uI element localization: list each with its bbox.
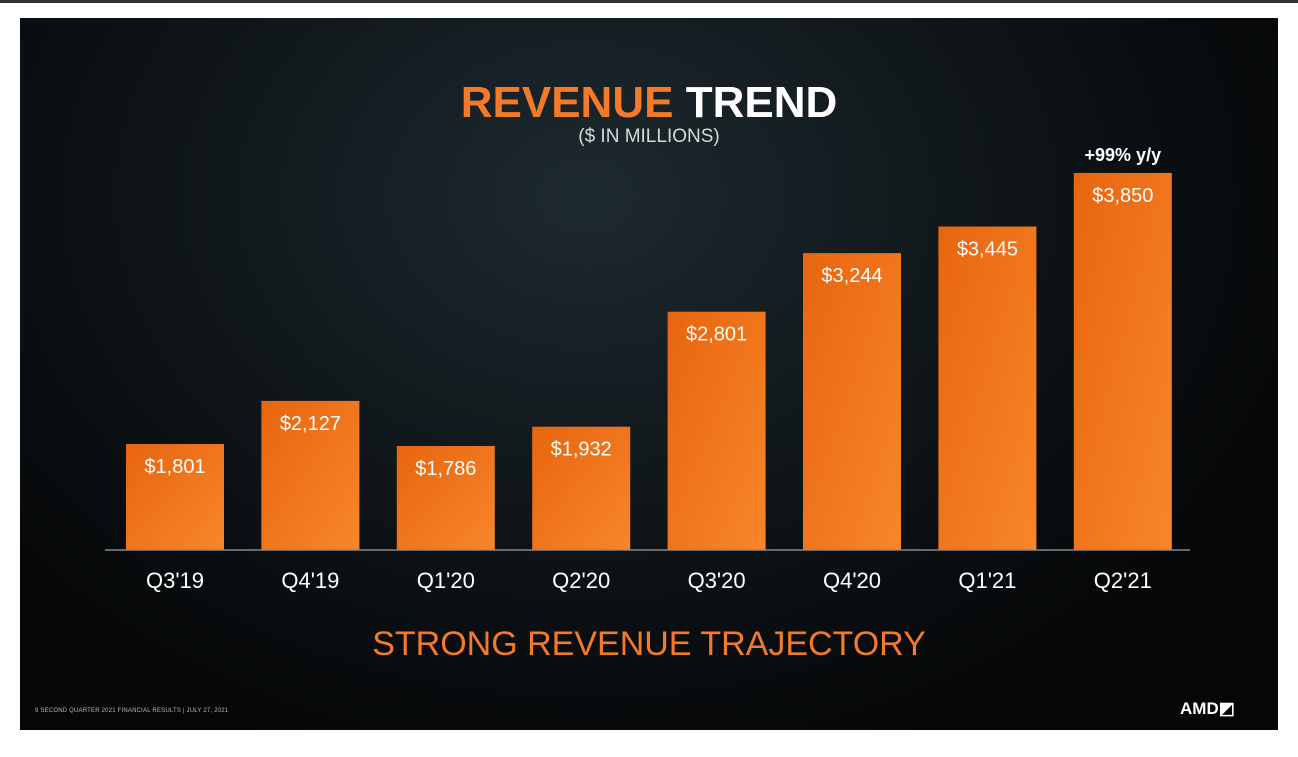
value-label: $3,244 (821, 265, 882, 287)
title-orange: REVENUE (460, 78, 674, 127)
bar-6 (938, 226, 1037, 551)
top-border (0, 0, 1298, 3)
x-tick-label: Q3'20 (688, 568, 746, 593)
value-label: $2,801 (686, 324, 747, 346)
chart-title: REVENUE TREND (0, 78, 1298, 128)
x-tick-label: Q4'20 (823, 568, 881, 593)
bar-7 (1073, 172, 1172, 550)
x-tick-label: Q1'20 (417, 568, 475, 593)
value-label: $1,801 (144, 456, 205, 478)
amd-logo: AMD◩ (1180, 699, 1235, 718)
bar-0 (126, 444, 224, 550)
title-white: TREND (685, 78, 838, 127)
value-label: $1,932 (551, 439, 612, 461)
x-tick-label: Q2'20 (552, 568, 610, 593)
bar-2 (396, 446, 495, 550)
x-tick-label: Q2'21 (1094, 568, 1152, 593)
slide (20, 18, 1278, 730)
growth-annotation: +99% y/y (1085, 145, 1162, 165)
value-label: $3,850 (1092, 185, 1153, 207)
x-tick-label: Q1'21 (958, 568, 1016, 593)
value-label: $2,127 (280, 413, 341, 435)
x-tick-label: Q3'19 (146, 568, 204, 593)
chart-subtitle: ($ IN MILLIONS) (578, 126, 720, 147)
footer-text: 9 SECOND QUARTER 2021 FINANCIAL RESULTS … (35, 708, 229, 714)
tagline: STRONG REVENUE TRAJECTORY (372, 625, 926, 663)
bar-4 (667, 311, 766, 550)
value-label: $1,786 (415, 458, 476, 480)
bar-3 (532, 426, 631, 550)
value-label: $3,445 (957, 239, 1018, 261)
x-tick-label: Q4'19 (281, 568, 339, 593)
bar-1 (261, 400, 360, 550)
bar-5 (803, 253, 901, 550)
